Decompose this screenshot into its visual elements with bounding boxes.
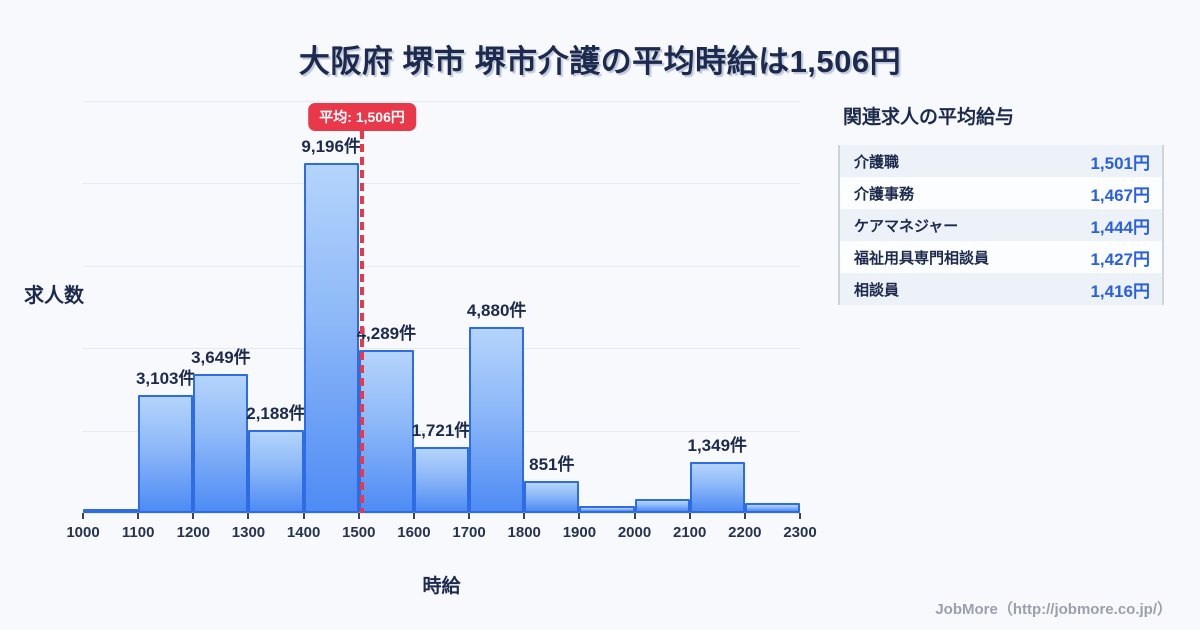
x-tick-label: 2100 bbox=[673, 524, 707, 541]
related-job-value: 1,427円 bbox=[1090, 249, 1150, 269]
x-tick-label: 1800 bbox=[507, 524, 541, 541]
bar-value-label: 4,289件 bbox=[356, 324, 417, 343]
histogram-bar bbox=[83, 509, 139, 513]
related-job-label: 介護職 bbox=[854, 153, 900, 171]
related-job-label: 介護事務 bbox=[854, 185, 915, 203]
x-tick-label: 2300 bbox=[783, 524, 817, 541]
histogram-bar bbox=[469, 327, 525, 513]
bar-value-label: 851件 bbox=[529, 455, 575, 474]
related-job-value: 1,501円 bbox=[1090, 153, 1150, 173]
x-tick bbox=[633, 513, 636, 519]
x-tick-label: 1200 bbox=[176, 524, 210, 541]
related-job-row: 相談員 1,416円 bbox=[840, 273, 1162, 305]
histogram-bar bbox=[524, 481, 580, 513]
related-job-label: 相談員 bbox=[854, 281, 900, 299]
x-tick-label: 1100 bbox=[121, 524, 155, 541]
x-axis-label: 時給 bbox=[422, 576, 461, 597]
related-job-row: 介護事務 1,467円 bbox=[840, 177, 1162, 209]
bar-value-label: 4,880件 bbox=[466, 301, 527, 320]
x-tick bbox=[302, 513, 305, 519]
x-tick-label: 1500 bbox=[342, 524, 376, 541]
x-tick-label: 1300 bbox=[231, 524, 266, 541]
x-tick bbox=[799, 513, 801, 519]
histogram-bar bbox=[248, 430, 304, 513]
related-job-value: 1,467円 bbox=[1090, 185, 1150, 205]
gridline bbox=[83, 101, 800, 102]
histogram-bar bbox=[689, 462, 745, 513]
related-jobs-panel-title: 関連求人の平均給与 bbox=[843, 107, 1015, 128]
x-tick bbox=[523, 513, 526, 519]
y-axis-label: 求人数 bbox=[24, 285, 84, 307]
x-tick-label: 1600 bbox=[397, 524, 431, 541]
gridline bbox=[83, 431, 800, 432]
x-tick bbox=[688, 513, 691, 519]
histogram-bar bbox=[358, 350, 414, 513]
histogram-bar bbox=[193, 374, 249, 513]
histogram-bar bbox=[579, 506, 635, 513]
gridline bbox=[83, 348, 800, 349]
x-tick-label: 2000 bbox=[617, 524, 652, 541]
x-tick bbox=[578, 513, 581, 519]
related-job-row: 介護職 1,501円 bbox=[840, 145, 1162, 177]
page-title: 大阪府 堺市 堺市介護の平均時給は1,506円 bbox=[298, 44, 902, 79]
x-tick bbox=[247, 513, 250, 519]
wage-histogram-plot: 3,103件 3,649件 2,188件 9,196件 4,289件 1,721件 4,88… bbox=[66, 101, 817, 541]
x-tick-label: 2200 bbox=[728, 524, 762, 541]
x-tick bbox=[357, 513, 360, 519]
x-tick-label: 1000 bbox=[66, 524, 100, 541]
bar-value-label: 3,103件 bbox=[135, 369, 196, 388]
related-job-row: ケアマネジャー 1,444円 bbox=[840, 209, 1162, 241]
gridline bbox=[83, 183, 800, 184]
x-tick bbox=[743, 513, 746, 519]
related-jobs-table: 介護職 1,501円介護事務 1,467円ケアマネジャー 1,444円福祉用具専門相談… bbox=[838, 145, 1164, 305]
x-tick bbox=[82, 513, 84, 519]
x-tick-label: 1700 bbox=[452, 524, 486, 541]
average-line bbox=[360, 131, 365, 513]
related-job-value: 1,416円 bbox=[1090, 281, 1150, 301]
related-job-value: 1,444円 bbox=[1090, 217, 1150, 237]
x-tick bbox=[137, 513, 140, 519]
related-job-row: 福祉用具専門相談員 1,427円 bbox=[840, 241, 1162, 273]
histogram-bar bbox=[744, 503, 800, 513]
histogram-bar bbox=[303, 163, 359, 513]
histogram-bar bbox=[413, 447, 470, 513]
histogram-bar bbox=[634, 499, 690, 513]
gridline bbox=[83, 266, 800, 267]
x-tick bbox=[192, 513, 195, 519]
bar-value-label: 9,196件 bbox=[301, 137, 361, 156]
x-tick-label: 1900 bbox=[562, 524, 597, 541]
average-badge: 平均: 1,506円 bbox=[308, 103, 416, 131]
related-job-label: 福祉用具専門相談員 bbox=[854, 249, 990, 267]
x-tick bbox=[412, 513, 415, 519]
gridline bbox=[83, 513, 800, 514]
histogram-bar bbox=[138, 395, 194, 513]
footer-credit: JobMore（http://jobmore.co.jp/） bbox=[935, 601, 1172, 618]
x-tick-label: 1400 bbox=[286, 524, 321, 541]
x-tick bbox=[468, 513, 471, 519]
related-job-label: ケアマネジャー bbox=[854, 217, 959, 235]
bar-value-label: 1,721件 bbox=[411, 421, 472, 440]
bar-value-label: 3,649件 bbox=[191, 348, 251, 367]
bar-value-label: 2,188件 bbox=[246, 404, 306, 423]
bar-value-label: 1,349件 bbox=[687, 436, 748, 455]
